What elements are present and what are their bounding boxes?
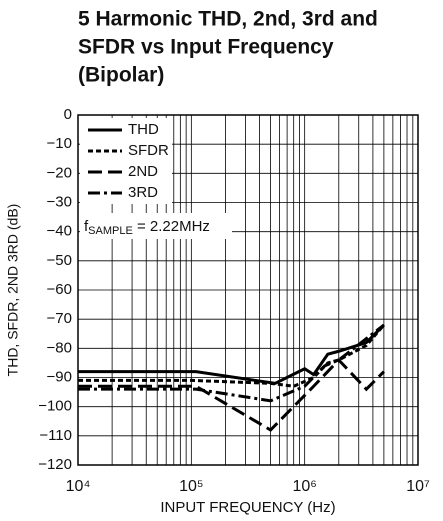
x-tick-label: 10⁴ — [66, 478, 91, 495]
legend-label: 3RD — [128, 184, 158, 201]
y-tick-label: −80 — [47, 339, 72, 356]
y-tick-label: −60 — [47, 281, 72, 298]
y-tick-label: −20 — [47, 164, 72, 181]
y-tick-label: 0 — [64, 106, 72, 123]
chart-title: SFDR vs Input Frequency — [78, 36, 334, 59]
y-tick-label: −10 — [47, 135, 72, 152]
annotation-text: f — [84, 218, 89, 235]
y-tick-label: −70 — [47, 310, 72, 327]
y-tick-label: −100 — [38, 398, 72, 415]
series-line — [78, 324, 386, 388]
series-line — [78, 323, 385, 403]
x-tick-label: 10⁷ — [406, 478, 430, 495]
legend-label: THD — [128, 121, 159, 138]
y-tick-label: −30 — [47, 193, 72, 210]
y-axis-label: THD, SFDR, 2ND 3RD (dB) — [5, 204, 21, 377]
chart-title: (Bipolar) — [78, 64, 164, 87]
annotation-text: SAMPLE — [88, 225, 133, 237]
series-line — [78, 357, 385, 432]
y-tick-label: −50 — [47, 252, 72, 269]
x-tick-label: 10⁶ — [292, 478, 316, 495]
y-tick-label: −120 — [38, 456, 72, 473]
annotation-bg — [80, 213, 232, 239]
y-tick-label: −110 — [39, 427, 72, 444]
chart-title: 5 Harmonic THD, 2nd, 3rd and — [78, 8, 378, 31]
legend-box — [80, 118, 172, 204]
plot-frame — [77, 114, 419, 466]
legend-label: 2ND — [128, 163, 158, 180]
legend-label: SFDR — [128, 142, 169, 159]
x-axis-label: INPUT FREQUENCY (Hz) — [160, 499, 335, 516]
y-tick-label: −40 — [47, 223, 72, 240]
x-tick-label: 10⁵ — [179, 478, 203, 495]
y-tick-label: −90 — [47, 368, 72, 385]
series-line — [78, 323, 385, 385]
annotation-text: = 2.22MHz — [133, 218, 210, 235]
annotation: fSAMPLE = 2.22MHz — [84, 218, 210, 237]
